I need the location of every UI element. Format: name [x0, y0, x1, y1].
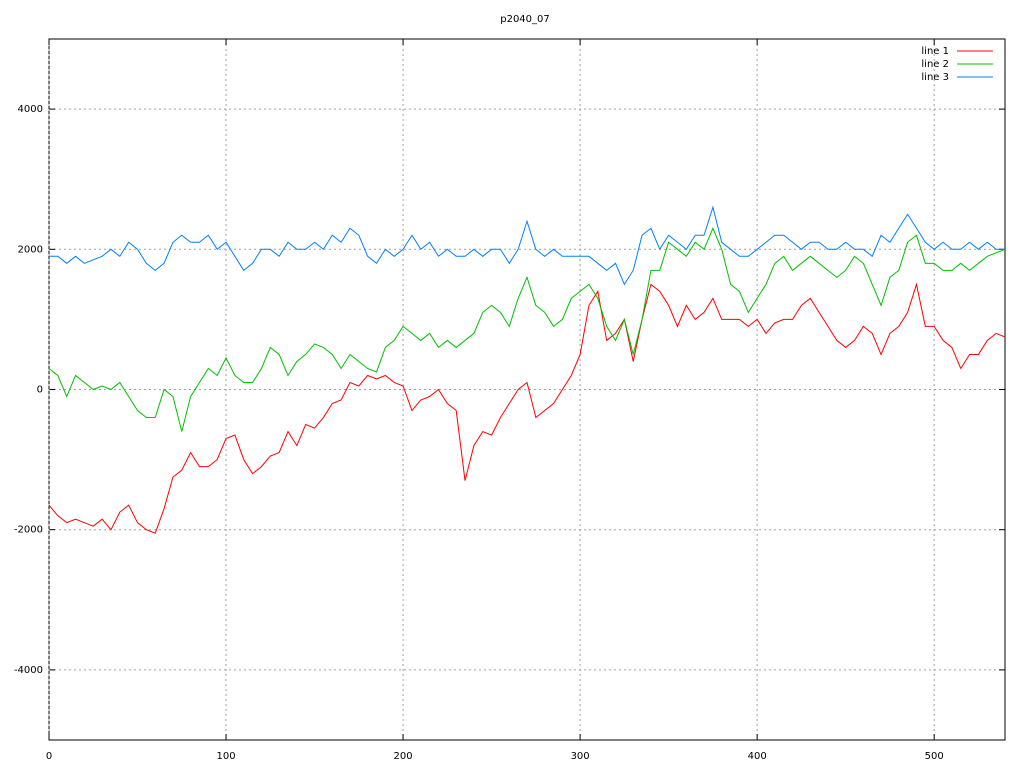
y-tick-label: -2000	[14, 525, 43, 536]
chart-title: p2040_07	[500, 14, 550, 25]
x-tick-label: 400	[748, 751, 767, 762]
y-tick-label: 0	[37, 385, 43, 396]
y-tick-label: 4000	[18, 104, 43, 115]
x-tick-label: 500	[925, 751, 944, 762]
x-tick-label: 300	[571, 751, 590, 762]
data-line	[48, 226, 1006, 432]
plot-frame	[48, 38, 1006, 741]
y-tick-label: 2000	[18, 244, 43, 255]
data-line	[48, 282, 1006, 534]
legend-label: line 2	[921, 59, 949, 70]
y-tick-label: -4000	[14, 665, 43, 676]
legend-label: line 3	[921, 72, 949, 83]
x-tick-label: 0	[46, 751, 52, 762]
x-tick-label: 200	[394, 751, 413, 762]
x-tick-label: 100	[216, 751, 235, 762]
legend-label: line 1	[921, 46, 949, 57]
data-line	[49, 205, 1005, 286]
